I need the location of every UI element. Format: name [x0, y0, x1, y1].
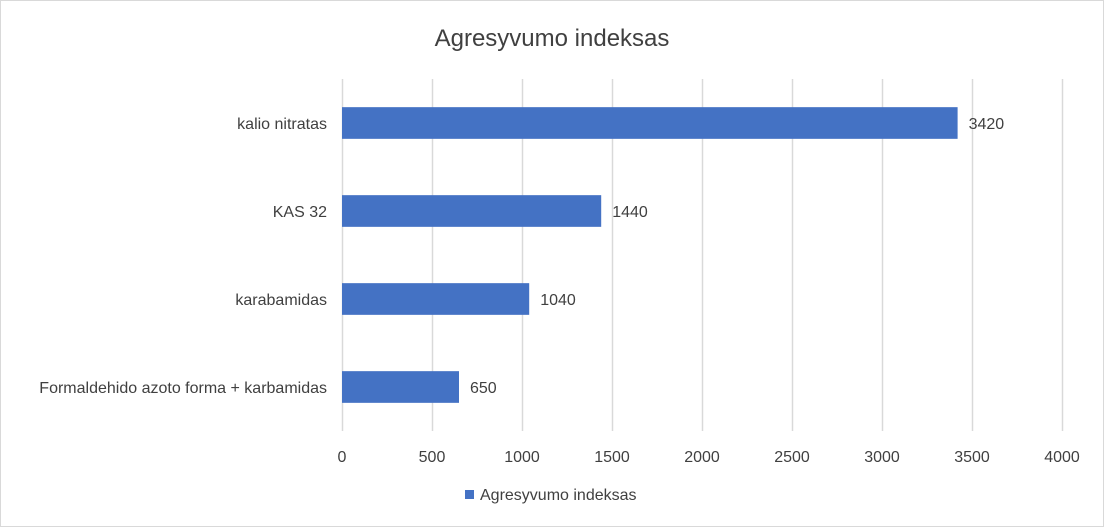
data-label-2: 1040 [540, 292, 576, 309]
bar-0 [342, 107, 958, 139]
category-label-2: karabamidas [235, 292, 327, 309]
bar-1 [342, 195, 602, 227]
data-label-0: 3420 [969, 116, 1005, 133]
x-tick-label-7: 3500 [954, 449, 990, 466]
bars [342, 107, 958, 403]
legend: Agresyvumo indeksas [465, 487, 637, 504]
category-label-1: KAS 32 [273, 204, 327, 221]
bar-2 [342, 283, 530, 315]
legend-label: Agresyvumo indeksas [480, 487, 637, 504]
x-tick-label-2: 1000 [504, 449, 540, 466]
x-axis-tick-labels: 0 500 1000 1500 2000 2500 3000 3500 4000 [338, 449, 1080, 466]
chart-title: Agresyvumo indeksas [435, 25, 670, 52]
x-tick-label-3: 1500 [594, 449, 630, 466]
bar-3 [342, 371, 459, 403]
x-tick-label-0: 0 [338, 449, 347, 466]
x-tick-label-4: 2000 [684, 449, 720, 466]
category-labels: kalio nitratas KAS 32 karabamidas Formaldeh… [39, 116, 327, 397]
data-label-1: 1440 [612, 204, 648, 221]
data-label-3: 650 [470, 380, 497, 397]
x-tick-label-8: 4000 [1044, 449, 1080, 466]
category-label-0: kalio nitratas [237, 116, 327, 133]
category-label-3: Formaldehido azoto forma + karbamidas [39, 380, 327, 397]
data-labels: 3420 1440 1040 650 [470, 116, 1004, 397]
x-tick-label-5: 2500 [774, 449, 810, 466]
x-tick-label-6: 3000 [864, 449, 900, 466]
x-tick-label-1: 500 [419, 449, 446, 466]
legend-swatch [465, 490, 474, 499]
